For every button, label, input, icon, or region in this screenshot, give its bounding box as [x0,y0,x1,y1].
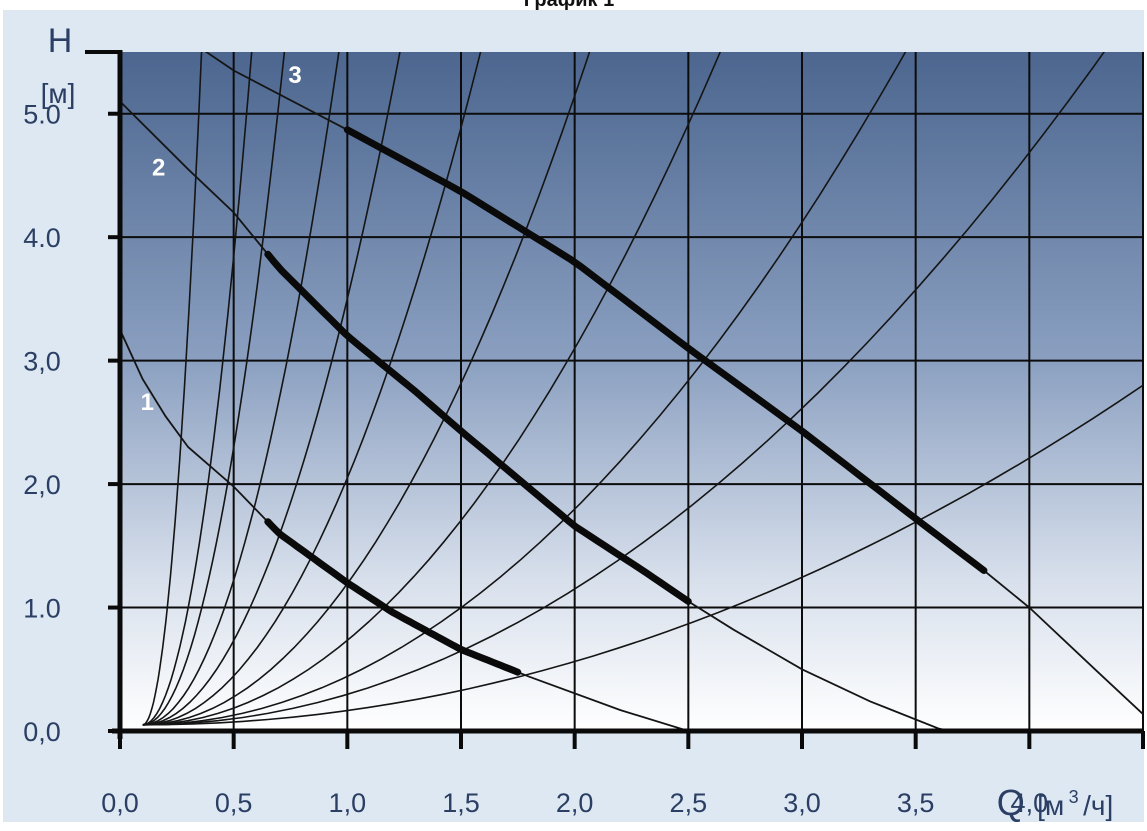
system-curve-8 [142,52,907,726]
y-tick-label-5: 5.0 [23,100,61,130]
y-tick-label-0: 0,0 [23,717,61,747]
x-axis-symbol: Q [997,782,1025,823]
chart-title: График 1 [524,0,614,11]
system-curve-7 [142,52,722,726]
x-tick-label-0: 0,0 [101,788,139,818]
x-tick-label-7: 3,5 [897,788,935,818]
pump-curve-label-1: 1 [141,389,154,416]
x-tick-label-3: 1,5 [442,788,480,818]
y-tick-label-3: 3,0 [23,347,61,377]
system-curve-2 [142,52,286,726]
y-axis-unit: [м] [41,78,76,109]
y-axis-symbol: H [48,22,73,60]
system-curve-4 [142,52,401,726]
system-curve-0 [142,52,203,726]
y-tick-label-4: 4.0 [23,223,61,253]
x-tick-label-5: 2,5 [670,788,708,818]
x-tick-label-8: 4,0 [1011,788,1049,818]
x-axis-unit-suffix: /ч] [1083,790,1113,821]
system-curve-9 [142,52,1106,726]
x-axis-label: Q [м 3 /ч] [997,782,1114,823]
y-tick-label-2: 2,0 [23,470,61,500]
system-curve-extra-0 [142,384,1143,726]
pump-curve-label-3: 3 [288,62,301,89]
pump-curve-operating-range-3 [343,126,988,574]
pump-curve-operating-range-2 [264,250,692,605]
x-tick-label-1: 0,5 [215,788,253,818]
system-curve-3 [142,52,340,726]
pump-curve-label-2: 2 [152,154,165,181]
x-tick-label-2: 1,0 [329,788,367,818]
system-curve-6 [142,52,591,726]
pump-curve-operating-range-1 [264,518,522,676]
y-tick-label-1: 1.0 [23,594,61,624]
system-curve-5 [142,52,482,726]
plot-area [120,52,1143,731]
x-tick-label-6: 3,0 [783,788,821,818]
x-axis-unit-prefix: [м [1037,790,1064,821]
x-tick-label-4: 2,0 [556,788,594,818]
x-axis-unit-superscript: 3 [1069,787,1079,807]
